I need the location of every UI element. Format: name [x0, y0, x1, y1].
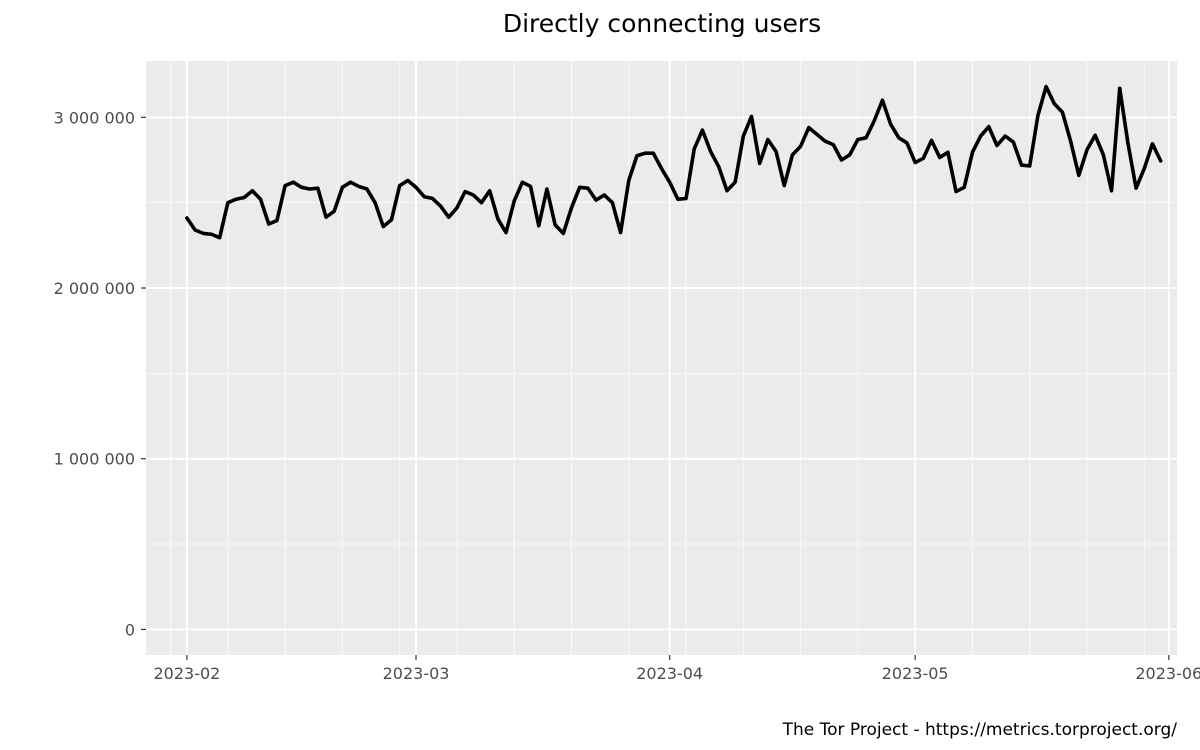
- major-gridlines: [146, 61, 1177, 655]
- x-tick-label: 2023-05: [882, 664, 949, 683]
- x-tick-label: 2023-03: [383, 664, 450, 683]
- y-tick-label: 3 000 000: [54, 108, 135, 127]
- y-tick-label: 2 000 000: [54, 279, 135, 298]
- x-tick-label: 2023-04: [636, 664, 703, 683]
- series-line-directly-connecting-users: [185, 84, 1163, 240]
- y-tick-label: 0: [125, 620, 135, 639]
- chart-caption: The Tor Project - https://metrics.torpro…: [782, 720, 1178, 740]
- x-tick-label: 2023-02: [153, 664, 220, 683]
- x-axis: 2023-02 2023-03 2023-04 2023-05 2023-06: [153, 655, 1200, 683]
- chart-title: Directly connecting users: [503, 9, 821, 38]
- x-tick-label: 2023-06: [1135, 664, 1200, 683]
- y-axis: 0 1 000 000 2 000 000 3 000 000: [54, 108, 146, 639]
- y-tick-label: 1 000 000: [54, 450, 135, 469]
- plot-panel: [146, 61, 1177, 655]
